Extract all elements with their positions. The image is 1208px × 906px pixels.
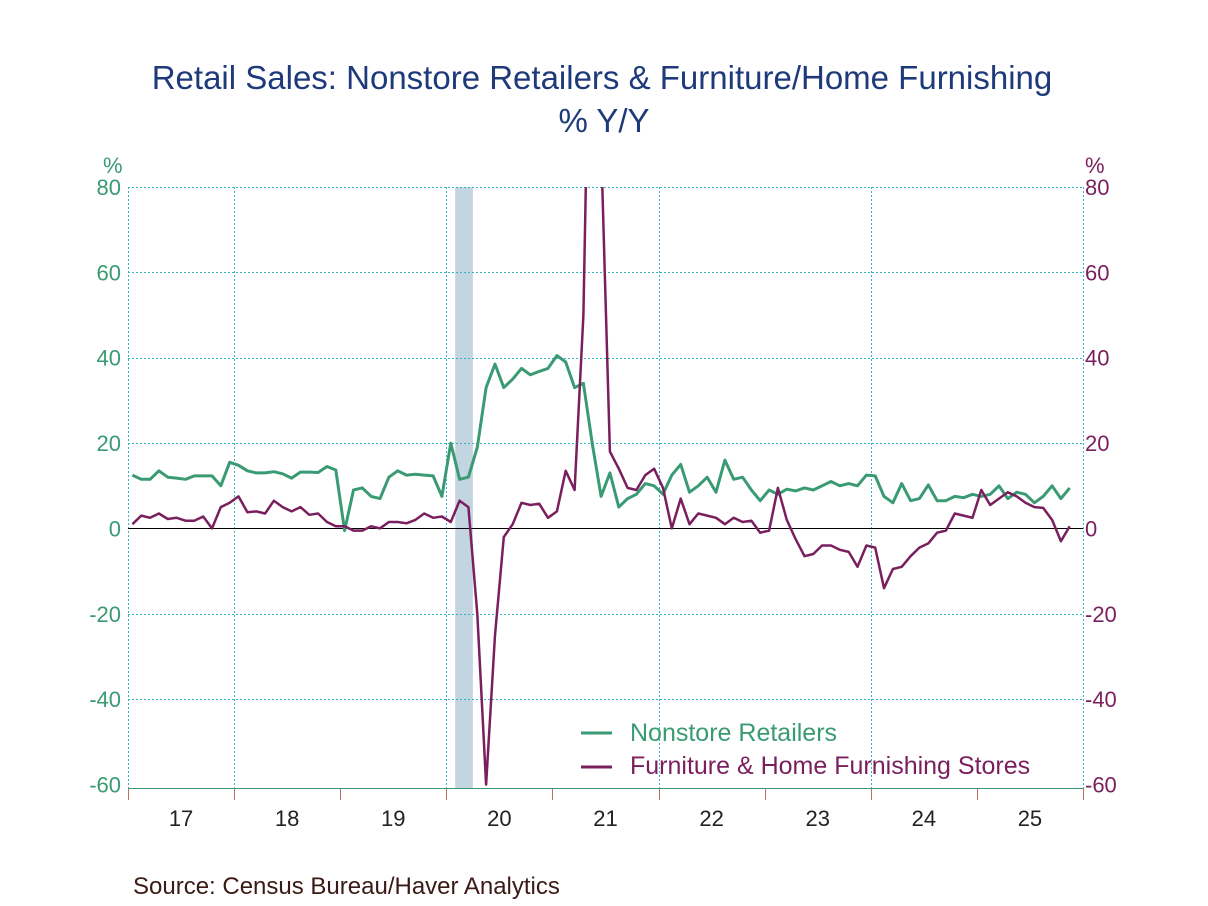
right-tick-label: 20 <box>1085 431 1109 456</box>
x-tick-label: 22 <box>699 806 723 831</box>
left-tick-label: -20 <box>89 602 121 627</box>
series-line-furniture-home-furnishing <box>131 187 1071 786</box>
right-tick-label: 80 <box>1085 175 1109 200</box>
x-tick-label: 23 <box>805 806 829 831</box>
series-line-nonstore-retailers <box>131 354 1071 533</box>
right-tick-label: 0 <box>1085 516 1097 541</box>
right-axis-ticks: 80 60 40 20 0 -20 -40 -60 <box>1085 175 1117 798</box>
recession-band <box>455 187 473 788</box>
x-tick-label: 25 <box>1018 806 1042 831</box>
left-axis-ticks: 80 60 40 20 0 -20 -40 -60 <box>89 175 121 798</box>
source-note: Source: Census Bureau/Haver Analytics <box>133 873 560 900</box>
x-tick-label: 17 <box>169 806 193 831</box>
x-tick-label: 18 <box>275 806 299 831</box>
right-tick-label: 40 <box>1085 346 1109 371</box>
left-tick-label: 0 <box>109 516 121 541</box>
left-axis-unit: % <box>103 153 123 178</box>
x-tick-label: 24 <box>912 806 936 831</box>
chart-title: Retail Sales: Nonstore Retailers & Furni… <box>152 59 1053 96</box>
left-tick-label: 20 <box>97 431 121 456</box>
chart-subtitle: % Y/Y <box>558 102 649 139</box>
left-tick-label: 60 <box>97 260 121 285</box>
x-axis-ticks: 17 18 19 20 21 22 23 24 25 <box>128 788 1084 831</box>
right-axis-unit: % <box>1085 153 1105 178</box>
x-tick-label: 20 <box>487 806 511 831</box>
left-tick-label: 40 <box>97 346 121 371</box>
left-tick-label: 80 <box>97 175 121 200</box>
right-tick-label: -20 <box>1085 602 1117 627</box>
x-tick-label: 21 <box>593 806 617 831</box>
legend: Nonstore Retailers Furniture & Home Furn… <box>581 719 1030 780</box>
right-tick-label: 60 <box>1085 260 1109 285</box>
legend-label-nonstore: Nonstore Retailers <box>630 719 837 747</box>
x-tick-label: 19 <box>381 806 405 831</box>
recession-band-layer <box>455 187 473 788</box>
right-tick-label: -60 <box>1085 773 1117 798</box>
right-tick-label: -40 <box>1085 687 1117 712</box>
legend-label-furniture: Furniture & Home Furnishing Stores <box>630 752 1030 780</box>
left-tick-label: -60 <box>89 773 121 798</box>
left-tick-label: -40 <box>89 687 121 712</box>
